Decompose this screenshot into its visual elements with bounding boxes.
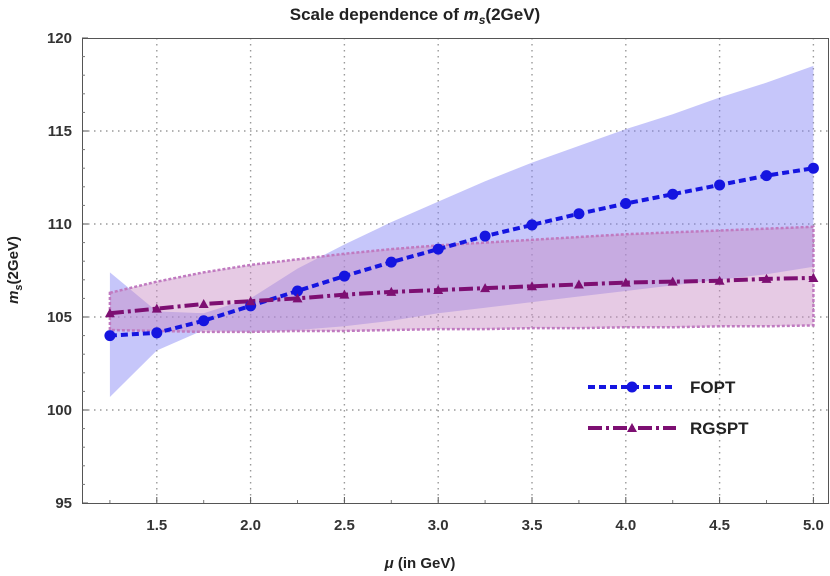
point-fopt-12 bbox=[667, 188, 679, 200]
point-rgspt-3 bbox=[245, 296, 256, 306]
point-fopt-4 bbox=[292, 285, 303, 297]
point-fopt-1 bbox=[151, 327, 163, 339]
point-fopt-6 bbox=[385, 256, 397, 268]
point-fopt-5 bbox=[338, 270, 350, 282]
y-tick-label-4: 115 bbox=[48, 123, 72, 140]
series-markers bbox=[104, 162, 819, 342]
y-axis-label: ms(2GeV) bbox=[5, 236, 25, 304]
band-rgspt bbox=[108, 225, 815, 334]
point-rgspt-8 bbox=[480, 283, 491, 293]
point-fopt-14 bbox=[761, 170, 772, 182]
point-fopt-7 bbox=[432, 243, 444, 255]
chart-title: Scale dependence of ms(2GeV) bbox=[290, 5, 540, 27]
legend-marker-rgspt bbox=[627, 423, 637, 432]
legend-label-rgspt: RGSPT bbox=[690, 419, 749, 438]
legend-label-fopt: FOPT bbox=[690, 378, 736, 397]
y-tick-label-2: 105 bbox=[47, 309, 72, 326]
point-rgspt-5 bbox=[339, 289, 350, 299]
point-rgspt-4 bbox=[292, 293, 303, 303]
point-fopt-9 bbox=[526, 219, 538, 231]
x-tick-label-4: 3.5 bbox=[522, 517, 543, 534]
series-line-rgspt bbox=[109, 275, 814, 316]
point-fopt-2 bbox=[198, 315, 210, 327]
point-rgspt-12 bbox=[667, 276, 678, 286]
point-rgspt-11 bbox=[620, 277, 631, 287]
x-tick-label-7: 5.0 bbox=[803, 517, 824, 534]
point-fopt-0 bbox=[104, 330, 116, 342]
y-tick-label-5: 120 bbox=[47, 30, 72, 47]
point-rgspt-15 bbox=[808, 272, 819, 282]
point-rgspt-13 bbox=[714, 275, 725, 285]
y-tick-label-0: 95 bbox=[55, 495, 72, 512]
x-tick-label-1: 2.0 bbox=[240, 517, 261, 534]
point-rgspt-2 bbox=[198, 298, 209, 308]
legend-entry-rgspt: RGSPT bbox=[588, 419, 749, 438]
band-fopt bbox=[109, 65, 814, 397]
x-tick-label-6: 4.5 bbox=[709, 517, 730, 534]
y-tick-label-1: 100 bbox=[47, 402, 72, 419]
point-fopt-8 bbox=[479, 230, 491, 242]
point-rgspt-7 bbox=[433, 285, 444, 295]
legend: FOPT RGSPT bbox=[588, 378, 749, 438]
point-rgspt-10 bbox=[573, 279, 584, 289]
point-rgspt-6 bbox=[386, 286, 397, 296]
y-axis-ticks: 95 100 105 110 115 120 bbox=[47, 30, 88, 512]
x-tick-label-2: 2.5 bbox=[334, 517, 355, 534]
x-tick-label-3: 3.0 bbox=[428, 517, 449, 534]
point-fopt-10 bbox=[573, 208, 585, 220]
point-fopt-13 bbox=[714, 179, 726, 191]
y-tick-label-3: 110 bbox=[48, 216, 72, 233]
confidence-bands bbox=[108, 65, 815, 397]
point-fopt-15 bbox=[807, 162, 819, 174]
series-line-fopt bbox=[109, 166, 814, 338]
grid bbox=[82, 38, 828, 503]
point-rgspt-14 bbox=[761, 273, 772, 283]
series-lines bbox=[109, 166, 814, 338]
plot-frame bbox=[82, 38, 829, 504]
x-tick-label-0: 1.5 bbox=[146, 517, 167, 534]
x-axis-ticks: 1.5 2.0 2.5 3.0 3.5 4.0 4.5 5.0 bbox=[109, 497, 824, 534]
point-rgspt-0 bbox=[104, 308, 115, 318]
point-rgspt-9 bbox=[527, 281, 537, 291]
point-fopt-11 bbox=[620, 198, 632, 210]
legend-entry-fopt: FOPT bbox=[588, 378, 736, 397]
x-tick-label-5: 4.0 bbox=[615, 517, 636, 534]
x-axis-label: μ (in GeV) bbox=[384, 555, 456, 572]
legend-marker-fopt bbox=[626, 381, 638, 393]
point-rgspt-1 bbox=[151, 303, 162, 313]
